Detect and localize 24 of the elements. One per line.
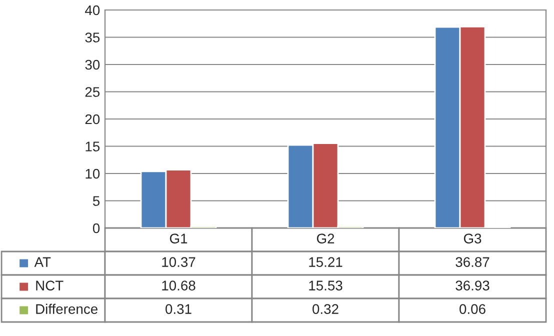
data-label: 15.53	[309, 280, 342, 290]
data-label: 36.93	[456, 280, 490, 290]
data-label: 0.31	[166, 304, 192, 314]
y-tick-label: 15	[86, 142, 100, 152]
legend-label: AT	[34, 257, 51, 267]
data-label: 36.87	[456, 257, 490, 267]
data-label: 0.32	[312, 304, 338, 314]
x-tick-label: G3	[464, 234, 482, 244]
data-label: 10.68	[162, 280, 196, 290]
y-tick-label: 10	[86, 168, 100, 179]
y-tick-label: 40	[85, 5, 100, 16]
x-tick-label: G2	[316, 234, 334, 244]
data-label: 10.37	[162, 257, 196, 267]
legend-label: Difference	[36, 304, 98, 314]
y-tick-label: 20	[85, 114, 100, 124]
data-label: 15.21	[309, 257, 342, 267]
y-tick-label: 0	[92, 223, 100, 234]
data-label: 0.06	[460, 304, 486, 314]
y-tick-label: 5	[92, 196, 100, 206]
y-tick-label: 25	[85, 87, 100, 97]
legend-label: NCT	[36, 280, 64, 290]
y-tick-label: 35	[85, 32, 100, 42]
y-tick-label: 30	[85, 60, 100, 70]
x-tick-label: G1	[170, 234, 188, 244]
